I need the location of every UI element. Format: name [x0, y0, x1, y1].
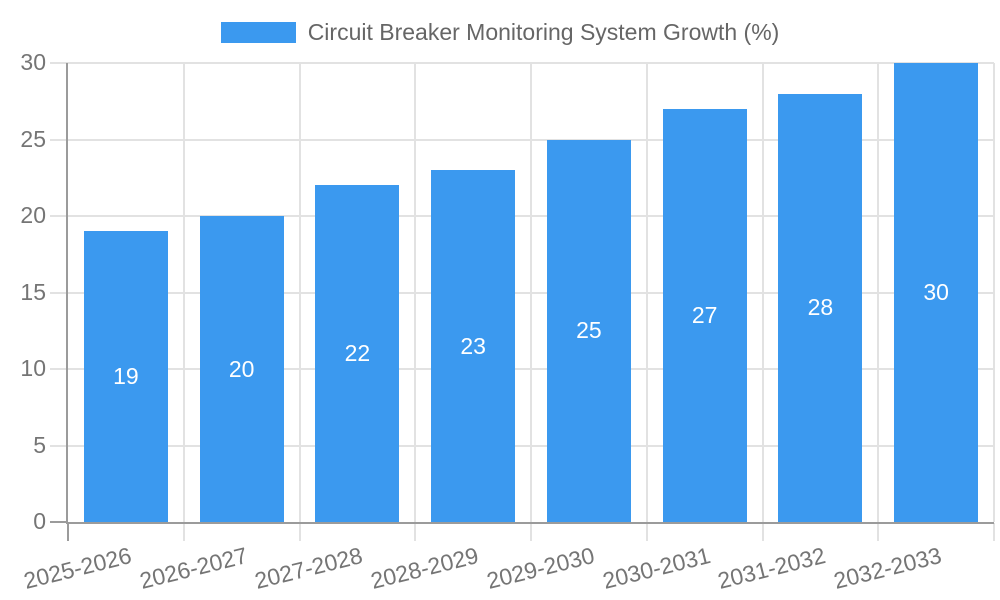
bar-value-label: 27 [691, 301, 718, 328]
x-tick-label: 2027-2028 [252, 542, 366, 594]
x-tick-mark [877, 523, 880, 541]
x-tick-label: 2032-2033 [831, 542, 945, 594]
legend[interactable]: Circuit Breaker Monitoring System Growth… [0, 18, 1000, 46]
legend-label: Circuit Breaker Monitoring System Growth… [307, 19, 780, 45]
bar: 23 [431, 170, 516, 522]
bar-value-label: 22 [344, 340, 371, 367]
x-gridline [298, 63, 301, 522]
y-tick-label: 15 [20, 278, 46, 305]
y-tick-mark [50, 215, 68, 217]
y-tick-mark [50, 368, 68, 370]
y-tick-label: 10 [20, 355, 46, 382]
y-axis-line [66, 63, 68, 522]
x-gridline [993, 63, 995, 522]
x-tick-label: 2026-2027 [136, 542, 250, 594]
x-tick-label: 2028-2029 [368, 542, 482, 594]
x-tick-mark [182, 523, 185, 541]
x-gridline [414, 63, 417, 522]
bar-value-label: 25 [576, 317, 602, 344]
x-gridline [645, 63, 648, 522]
y-tick-label: 5 [33, 431, 46, 458]
y-tick-mark [50, 521, 68, 523]
bar-value-label: 23 [460, 332, 486, 359]
y-tick-label: 30 [20, 49, 46, 76]
x-axis-line [66, 522, 994, 524]
x-tick-mark [414, 523, 417, 541]
x-gridline [530, 63, 532, 522]
bar: 25 [546, 139, 631, 522]
bar-value-label: 20 [228, 355, 255, 382]
x-gridline [761, 63, 764, 522]
y-tick-label: 0 [33, 508, 46, 535]
bar-value-label: 19 [113, 363, 139, 390]
x-tick-mark [993, 523, 995, 541]
bar: 30 [894, 63, 979, 522]
bar: 19 [83, 231, 168, 522]
y-tick-label: 25 [20, 125, 46, 152]
bar: 22 [315, 185, 400, 522]
x-tick-label: 2025-2026 [20, 542, 134, 594]
bar: 28 [778, 93, 863, 522]
y-tick-mark [50, 138, 68, 141]
x-tick-label: 2030-2031 [599, 542, 713, 594]
x-tick-label: 2029-2030 [483, 542, 597, 594]
y-tick-mark [50, 62, 68, 64]
legend-swatch-icon [220, 21, 296, 43]
bar: 27 [662, 108, 747, 522]
x-tick-mark [645, 523, 648, 541]
y-tick-mark [50, 444, 68, 447]
bar-value-label: 30 [923, 279, 949, 305]
x-tick-mark [530, 523, 532, 541]
x-tick-mark [298, 523, 301, 541]
y-tick-mark [50, 291, 68, 294]
x-tick-mark [761, 523, 764, 541]
bar: 20 [199, 216, 284, 522]
x-gridline [877, 63, 880, 522]
x-tick-mark [67, 523, 69, 541]
x-gridline [182, 63, 185, 522]
x-tick-label: 2031-2032 [715, 542, 829, 594]
bar-value-label: 28 [807, 294, 834, 321]
y-tick-label: 20 [20, 202, 46, 229]
